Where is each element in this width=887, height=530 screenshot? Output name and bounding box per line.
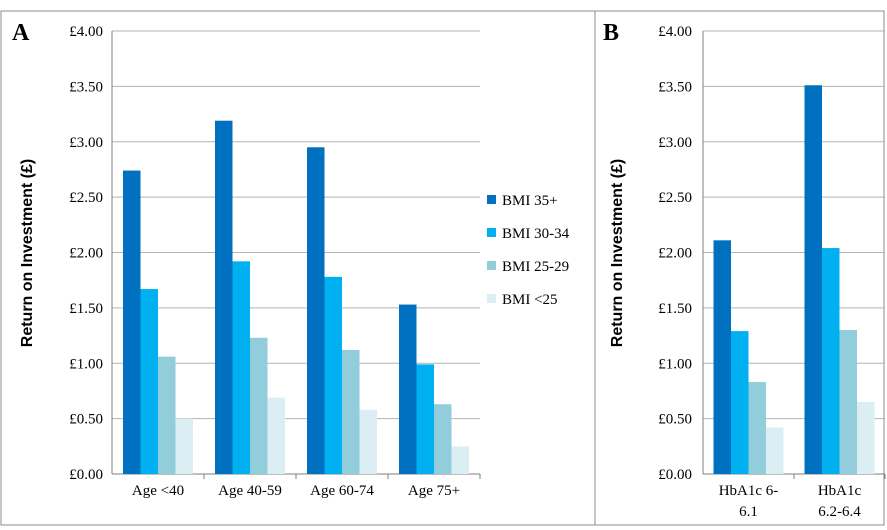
panel-b-y-tick-label: £3.00 [658,135,692,151]
legend-label: BMI 35+ [502,193,558,209]
panel-a-bar [140,289,158,474]
panel-a-y-tick-label: £3.50 [69,79,103,95]
panel-a-bar [451,446,469,474]
panel-b-bar [804,85,822,474]
panel-a-x-tick-label: Age <40 [132,483,184,499]
panel-a-bar [267,397,285,474]
panel-a-x-tick-label: Age 60-74 [310,483,374,499]
panel-a-y-tick-label: £1.50 [69,301,103,317]
panel-a-y-tick-label: £2.50 [69,190,103,206]
panel-b-bar [857,402,875,474]
legend: BMI 35+ BMI 30-34 BMI 25-29 BMI <25 [487,193,570,308]
panel-a-y-tick-label: £0.00 [69,467,103,483]
panel-b-bar [713,240,731,474]
panel-b-y-tick-label: £4.00 [658,24,692,40]
legend-swatch [487,228,496,237]
panel-b-bar [839,330,857,474]
panel-a-bar [250,337,268,474]
panel-a-bar [232,261,250,474]
legend-label: BMI 30-34 [502,226,570,242]
panel-b-bar [731,331,749,474]
panel-b-frame [594,10,885,526]
panel-a-bar [324,276,342,474]
panel-b-y-tick-label: £0.50 [658,412,692,428]
panel-b-bar [822,248,840,474]
panel-a-y-tick-label: £0.50 [69,412,103,428]
panel-a-y-axis-title: Return on Investment (£) [19,159,36,347]
panel-b-y-axis-title: Return on Investment (£) [609,159,626,347]
panel-a-x-tick-label: Age 75+ [408,483,460,499]
panel-a-bar [399,304,417,474]
panel-b-x-tick-label: HbA1c 6- [719,483,779,499]
panel-b-y-tick-label: £3.50 [658,79,692,95]
panel-a-bar [215,120,233,475]
panel-b-bar [766,427,784,474]
panel-a-bar [342,349,360,474]
legend-label: BMI 25-29 [502,259,569,275]
panel-b-x-tick-label: 6.2-6.4 [818,504,861,520]
legend-swatch [487,195,496,204]
panel-a-bar [416,364,434,474]
panel-b-label: B [603,20,619,46]
panel-b-plot-area: £0.00 £0.50 £1.00 £1.50 £2.00 £2.50 £3.00 £3.50… [658,24,886,520]
panel-a-y-tick-label: £1.00 [69,356,103,372]
panel-b-bar [748,382,766,474]
panel-a-y-tick-label: £4.00 [69,24,103,40]
legend-label: BMI <25 [502,292,558,308]
panel-a-bar [359,409,377,474]
panel-a-bar [434,404,452,474]
legend-swatch [487,294,496,303]
legend-swatch [487,261,496,270]
panel-a-bar [175,418,193,474]
panel-b-x-tick-label: 6.1 [739,504,758,520]
panel-a-bar [123,170,141,475]
panel-a-y-tick-label: £3.00 [69,135,103,151]
panel-a-label: A [12,20,30,46]
panel-b-y-tick-label: £1.00 [658,356,692,372]
panel-b-y-tick-label: £2.00 [658,246,692,262]
panel-a-x-tick-label: Age 40-59 [218,483,282,499]
panel-b-y-tick-label: £0.00 [658,467,692,483]
panel-a-y-tick-label: £2.00 [69,246,103,262]
panel-a-bar [158,356,176,474]
panel-b-x-tick-label: HbA1c [818,483,862,499]
panel-b-y-tick-label: £2.50 [658,190,692,206]
panel-b-y-tick-label: £1.50 [658,301,692,317]
panel-a-bar [307,147,325,474]
panel-a-plot-area: £0.00 £0.50 £1.00 £1.50 £2.00 £2.50 £3.00 £3.50… [69,24,481,499]
